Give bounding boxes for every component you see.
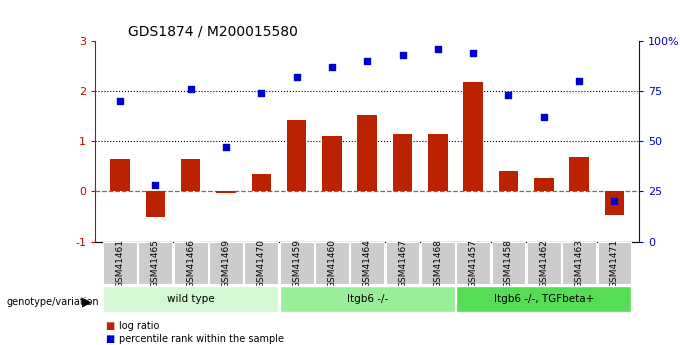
Text: wild type: wild type	[167, 294, 214, 304]
Bar	[534, 178, 554, 191]
Text: GSM41467: GSM41467	[398, 238, 407, 288]
FancyBboxPatch shape	[456, 286, 632, 313]
Point	[326, 65, 337, 70]
Bar	[605, 191, 624, 215]
FancyBboxPatch shape	[138, 242, 172, 284]
Point	[185, 87, 196, 92]
FancyBboxPatch shape	[103, 242, 137, 284]
Point	[503, 93, 514, 98]
Bar	[393, 134, 412, 191]
Text: GSM41468: GSM41468	[433, 238, 443, 288]
Bar	[569, 157, 589, 191]
FancyBboxPatch shape	[421, 242, 455, 284]
Text: GSM41459: GSM41459	[292, 238, 301, 288]
FancyBboxPatch shape	[456, 242, 490, 284]
Text: log ratio: log ratio	[119, 321, 159, 331]
FancyBboxPatch shape	[209, 242, 243, 284]
Text: GSM41466: GSM41466	[186, 238, 195, 288]
FancyBboxPatch shape	[315, 242, 349, 284]
Text: GSM41462: GSM41462	[539, 239, 548, 287]
FancyBboxPatch shape	[598, 242, 632, 284]
Point	[539, 115, 549, 120]
Point	[397, 53, 408, 58]
Point	[256, 91, 267, 96]
Text: GSM41457: GSM41457	[469, 238, 477, 288]
Bar	[181, 159, 201, 191]
Text: GDS1874 / M200015580: GDS1874 / M200015580	[128, 25, 298, 39]
Text: GSM41464: GSM41464	[362, 239, 372, 287]
Point	[574, 79, 585, 84]
Text: genotype/variation: genotype/variation	[7, 297, 99, 307]
FancyBboxPatch shape	[103, 286, 278, 313]
Point	[150, 183, 160, 188]
FancyBboxPatch shape	[492, 242, 526, 284]
FancyBboxPatch shape	[279, 286, 455, 313]
Text: GSM41463: GSM41463	[575, 238, 583, 288]
Point	[468, 51, 479, 56]
FancyBboxPatch shape	[279, 242, 313, 284]
Point	[609, 199, 620, 204]
Text: ■: ■	[105, 321, 115, 331]
Text: GSM41458: GSM41458	[504, 238, 513, 288]
FancyBboxPatch shape	[386, 242, 420, 284]
Bar	[499, 171, 518, 191]
Bar	[216, 191, 235, 194]
FancyBboxPatch shape	[173, 242, 207, 284]
Text: GSM41471: GSM41471	[610, 238, 619, 288]
Text: GSM41465: GSM41465	[151, 238, 160, 288]
Bar	[464, 82, 483, 191]
Text: GSM41461: GSM41461	[116, 238, 124, 288]
FancyBboxPatch shape	[244, 242, 278, 284]
FancyBboxPatch shape	[562, 242, 596, 284]
Point	[432, 47, 443, 52]
Point	[220, 145, 231, 150]
Bar	[252, 174, 271, 191]
Bar	[358, 116, 377, 191]
Bar	[146, 191, 165, 217]
Bar	[322, 137, 341, 191]
Point	[291, 75, 302, 80]
Text: ▶: ▶	[82, 295, 92, 308]
Text: ■: ■	[105, 334, 115, 344]
FancyBboxPatch shape	[350, 242, 384, 284]
Text: Itgb6 -/-: Itgb6 -/-	[347, 294, 388, 304]
Bar	[110, 159, 130, 191]
Bar	[428, 134, 447, 191]
Text: GSM41470: GSM41470	[257, 238, 266, 288]
Text: Itgb6 -/-, TGFbeta+: Itgb6 -/-, TGFbeta+	[494, 294, 594, 304]
Point	[114, 99, 125, 104]
Text: GSM41469: GSM41469	[222, 238, 231, 288]
Text: percentile rank within the sample: percentile rank within the sample	[119, 334, 284, 344]
Point	[362, 59, 373, 64]
Text: GSM41460: GSM41460	[327, 238, 337, 288]
FancyBboxPatch shape	[527, 242, 561, 284]
Bar	[287, 120, 306, 191]
